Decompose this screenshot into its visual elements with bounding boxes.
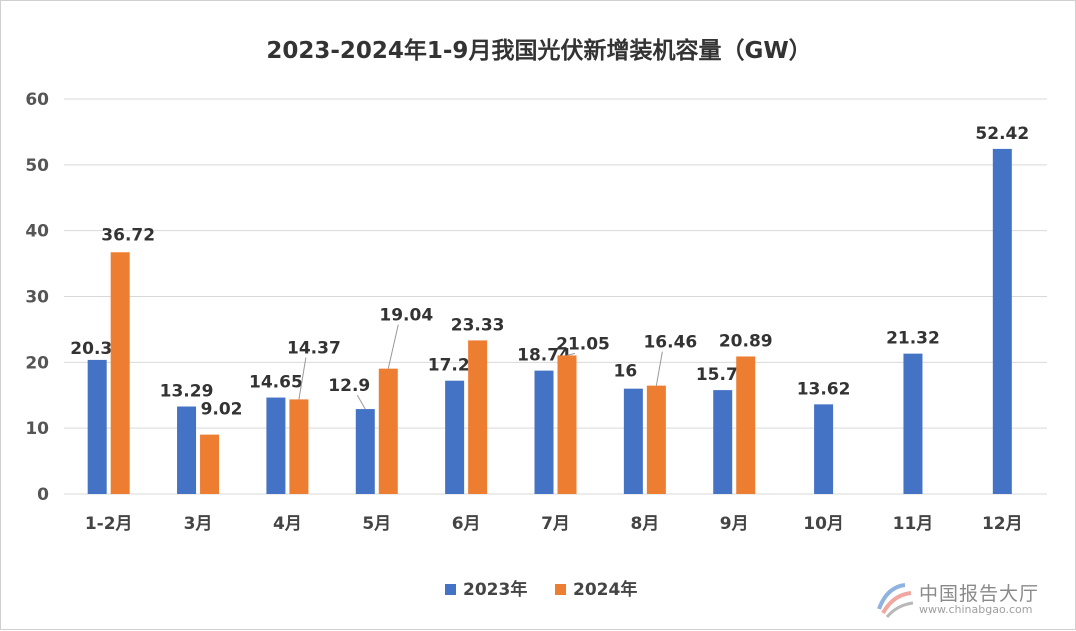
x-tick-label: 4月 — [273, 514, 302, 534]
bar-2023 — [623, 388, 643, 494]
bar-2024 — [378, 368, 398, 494]
data-label: 21.05 — [556, 334, 610, 354]
bar-2024 — [557, 355, 577, 494]
y-tick-label: 50 — [25, 156, 49, 176]
y-tick-label: 0 — [37, 485, 49, 505]
leader-line — [655, 351, 663, 386]
bar-2023 — [713, 390, 733, 494]
bar-2024 — [289, 399, 309, 494]
data-label: 20.37 — [70, 339, 124, 359]
chart-title: 2023-2024年1-9月我国光伏新增装机容量（GW） — [266, 38, 812, 64]
data-label: 36.72 — [101, 225, 155, 245]
legend-swatch-2024 — [555, 584, 566, 595]
data-label: 16.46 — [643, 333, 697, 353]
bar-2024 — [110, 252, 130, 494]
legend-swatch-2023 — [445, 584, 456, 595]
data-label: 12.9 — [328, 376, 370, 396]
data-label: 20.89 — [719, 331, 773, 351]
chinabgao-logo-icon — [877, 583, 914, 618]
data-label: 23.33 — [451, 315, 505, 335]
y-tick-label: 40 — [25, 222, 49, 242]
bar-2023 — [445, 380, 465, 494]
data-label: 15.78 — [696, 365, 750, 385]
data-label: 19.04 — [379, 306, 433, 326]
y-tick-label: 60 — [25, 90, 49, 110]
leader-line — [298, 357, 307, 400]
bar-2023 — [534, 370, 554, 494]
watermark: 中国报告大厅 www.chinabgao.com — [875, 577, 1065, 623]
bar-2024 — [468, 340, 488, 494]
watermark-url: www.chinabgao.com — [919, 603, 1033, 616]
legend-label: 2023年 — [463, 579, 527, 600]
data-label: 9.02 — [201, 400, 243, 420]
bar-2023 — [266, 397, 286, 494]
leader-line — [356, 394, 366, 410]
data-label: 13.29 — [160, 382, 214, 402]
bar-2024 — [646, 385, 666, 494]
bar-2023 — [814, 404, 834, 494]
bar-2023 — [903, 353, 923, 494]
y-tick-label: 20 — [25, 353, 49, 373]
bar-2023 — [87, 359, 107, 494]
data-label: 13.62 — [797, 379, 851, 399]
bar-2023 — [355, 409, 375, 494]
watermark-name: 中国报告大厅 — [919, 583, 1040, 605]
data-label: 21.32 — [886, 329, 940, 349]
leader-line — [566, 352, 576, 356]
bar-2024 — [736, 356, 756, 494]
x-tick-label: 10月 — [803, 514, 844, 534]
x-tick-label: 11月 — [893, 514, 934, 534]
x-tick-label: 6月 — [452, 514, 481, 534]
x-tick-label: 8月 — [630, 514, 659, 534]
legend-label: 2024年 — [573, 579, 637, 600]
bar-2024 — [200, 434, 220, 494]
bar-2023 — [992, 148, 1012, 494]
data-label: 16 — [614, 362, 638, 382]
y-tick-label: 10 — [25, 419, 49, 439]
data-label: 14.37 — [287, 338, 341, 358]
x-tick-label: 1-2月 — [85, 514, 133, 534]
data-label: 52.42 — [975, 124, 1029, 144]
x-tick-label: 9月 — [720, 514, 749, 534]
x-tick-label: 3月 — [184, 514, 213, 534]
x-tick-label: 12月 — [982, 514, 1023, 534]
y-tick-label: 30 — [25, 288, 49, 308]
data-label: 17.21 — [428, 356, 482, 376]
x-tick-label: 5月 — [362, 514, 391, 534]
x-tick-label: 7月 — [541, 514, 570, 534]
leader-line — [387, 324, 399, 369]
data-label: 14.65 — [249, 373, 303, 393]
bar-2023 — [177, 406, 197, 494]
